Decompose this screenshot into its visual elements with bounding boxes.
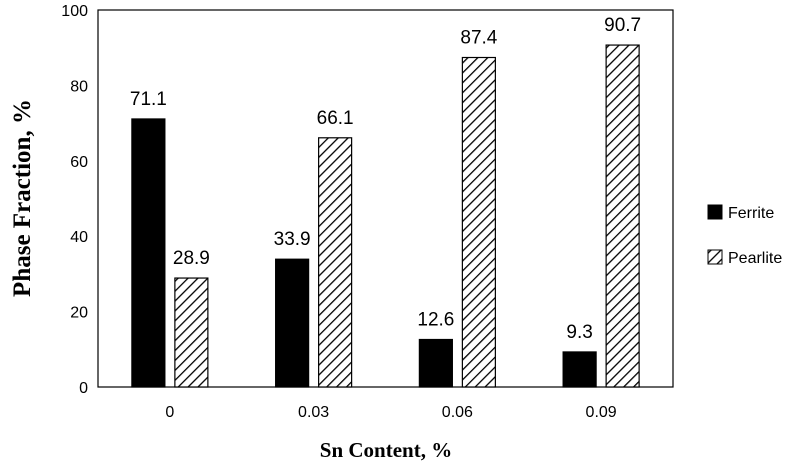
data-label-ferrite: 71.1	[130, 89, 167, 110]
data-label-pearlite: 28.9	[173, 248, 210, 269]
bar-pearlite	[318, 137, 353, 388]
y-tick-label: 40	[70, 229, 88, 246]
y-tick-label: 60	[70, 154, 88, 171]
data-label-ferrite: 33.9	[274, 229, 311, 250]
x-axis-title: Sn Content, %	[320, 438, 452, 462]
legend: Ferrite Pearlite	[707, 204, 782, 267]
y-tick-label: 100	[61, 3, 88, 20]
legend-swatch-ferrite	[707, 204, 723, 220]
x-tick-label: 0.09	[586, 404, 617, 421]
bar-ferrite	[418, 338, 453, 388]
bar-ferrite	[562, 351, 597, 388]
legend-swatch-pearlite	[707, 249, 723, 265]
data-labels-group: 71.1 28.9 33.9 66.1 12.6 87.4 9.3 90.7	[130, 15, 641, 343]
y-axis-title: Phase Fraction, %	[9, 99, 36, 297]
data-label-pearlite: 66.1	[317, 108, 354, 129]
data-label-pearlite: 87.4	[460, 28, 497, 49]
bar-ferrite	[275, 258, 310, 388]
y-tick-label: 0	[79, 380, 88, 397]
y-axis-ticks: 0 20 40 60 80 100	[61, 3, 88, 397]
bar-pearlite	[605, 44, 640, 388]
bar-ferrite	[131, 118, 166, 388]
legend-label-pearlite: Pearlite	[728, 250, 782, 267]
y-tick-label: 80	[70, 78, 88, 95]
data-label-pearlite: 90.7	[604, 15, 641, 36]
legend-label-ferrite: Ferrite	[728, 205, 774, 222]
bar-pearlite	[461, 56, 496, 388]
x-tick-label: 0.03	[298, 404, 329, 421]
x-axis-ticks: 0 0.03 0.06 0.09	[165, 404, 616, 421]
data-label-ferrite: 9.3	[566, 322, 592, 343]
x-tick-label: 0	[165, 404, 174, 421]
y-tick-label: 20	[70, 305, 88, 322]
bar-pearlite	[174, 277, 209, 388]
bars-group	[131, 44, 640, 388]
x-tick-label: 0.06	[442, 404, 473, 421]
data-label-ferrite: 12.6	[417, 309, 454, 330]
